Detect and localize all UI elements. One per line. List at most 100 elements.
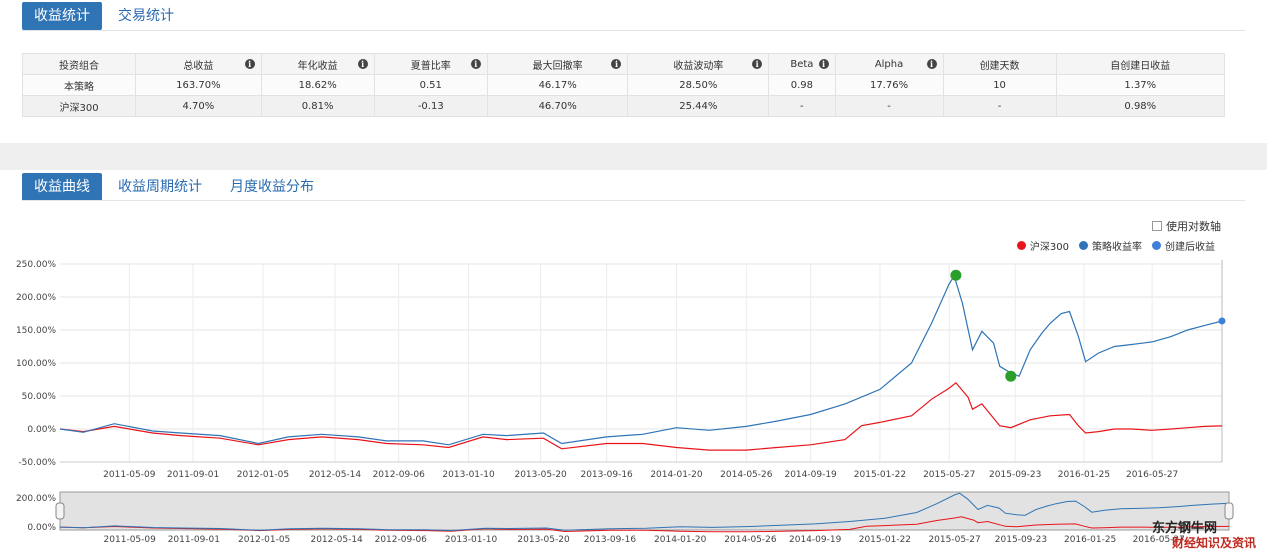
navigator-y-label: 200.00% bbox=[16, 494, 56, 504]
section-separator bbox=[0, 143, 1267, 170]
log-axis-checkbox[interactable] bbox=[1152, 221, 1162, 231]
table-cell: -0.13 bbox=[373, 95, 488, 117]
info-icon[interactable]: i bbox=[611, 59, 622, 69]
table-cell: - bbox=[768, 95, 836, 117]
top-tab-bar: 收益统计 交易统计 bbox=[22, 2, 190, 30]
legend-dot bbox=[1152, 241, 1161, 250]
navigator-x-label: 2013-05-20 bbox=[517, 535, 570, 545]
x-tick-label: 2012-05-14 bbox=[309, 470, 362, 480]
table-cell: 沪深300 bbox=[21, 95, 137, 117]
navigator-x-label: 2011-09-01 bbox=[168, 535, 220, 545]
y-tick-label: 150.00% bbox=[16, 326, 56, 336]
x-tick-label: 2015-05-27 bbox=[923, 470, 975, 480]
header-days: 创建天数 bbox=[942, 53, 1057, 75]
table-cell: 0.51 bbox=[373, 74, 488, 96]
x-tick-label: 2016-05-27 bbox=[1126, 470, 1178, 480]
navigator-y-label: 0.00% bbox=[27, 523, 56, 533]
legend-item-strategy[interactable]: 策略收益率 bbox=[1079, 238, 1142, 253]
stats-table: 投资组合 总收益 i 年化收益 i 夏普比率 i 最大回撤率 i 收益波动率 i Beta… bbox=[21, 53, 1226, 117]
x-tick-label: 2011-09-01 bbox=[167, 470, 219, 480]
chart-marker bbox=[950, 269, 962, 281]
log-axis-label: 使用对数轴 bbox=[1166, 220, 1221, 233]
tab-return-curve[interactable]: 收益曲线 bbox=[22, 173, 102, 201]
y-tick-label: -50.00% bbox=[18, 458, 56, 468]
legend-dot bbox=[1079, 241, 1088, 250]
legend-label: 创建后收益 bbox=[1165, 242, 1215, 253]
chart-marker bbox=[1218, 317, 1226, 325]
navigator-x-label: 2015-01-22 bbox=[859, 535, 911, 545]
navigator-x-label: 2013-09-16 bbox=[584, 535, 637, 545]
table-cell: - bbox=[834, 95, 944, 117]
navigator-x-label: 2015-05-27 bbox=[928, 535, 980, 545]
x-tick-label: 2015-01-22 bbox=[854, 470, 906, 480]
x-tick-label: 2011-05-09 bbox=[103, 470, 156, 480]
header-alpha: Alpha i bbox=[834, 53, 944, 75]
x-tick-label: 2014-09-19 bbox=[784, 470, 837, 480]
table-cell: 46.17% bbox=[486, 74, 629, 96]
table-cell: 17.76% bbox=[834, 74, 944, 96]
table-cell: 4.70% bbox=[135, 95, 262, 117]
info-icon[interactable]: i bbox=[357, 59, 368, 69]
y-tick-label: 100.00% bbox=[16, 359, 56, 369]
header-max-drawdown: 最大回撤率 i bbox=[486, 53, 629, 75]
navigator-x-label: 2012-05-14 bbox=[310, 535, 363, 545]
navigator-handle bbox=[1224, 502, 1234, 520]
x-tick-label: 2012-01-05 bbox=[237, 470, 289, 480]
navigator-x-label: 2016-01-25 bbox=[1064, 535, 1116, 545]
table-cell: 46.70% bbox=[486, 95, 629, 117]
y-tick-label: 250.00% bbox=[16, 260, 56, 270]
series-line-strategy bbox=[59, 274, 1223, 446]
navigator-x-label: 2012-09-06 bbox=[375, 535, 428, 545]
log-axis-toggle[interactable]: 使用对数轴 bbox=[1152, 218, 1221, 234]
tab-period-stats[interactable]: 收益周期统计 bbox=[118, 179, 202, 195]
legend-label: 沪深300 bbox=[1029, 242, 1069, 253]
info-icon[interactable]: i bbox=[926, 59, 937, 69]
stats-header-row: 投资组合 总收益 i 年化收益 i 夏普比率 i 最大回撤率 i 收益波动率 i Beta… bbox=[21, 53, 1226, 75]
table-cell: 0.81% bbox=[260, 95, 375, 117]
info-icon[interactable]: i bbox=[818, 59, 829, 69]
chart-legend: 沪深300 策略收益率 创建后收益 bbox=[1007, 238, 1215, 253]
table-row: 本策略 163.70% 18.62% 0.51 46.17% 28.50% 0.… bbox=[21, 74, 1226, 96]
navigator-series-line bbox=[59, 492, 1230, 532]
navigator-handle bbox=[55, 502, 65, 520]
header-total-return: 总收益 i bbox=[135, 53, 262, 75]
table-cell: 163.70% bbox=[135, 74, 262, 96]
table-cell: 0.98% bbox=[1055, 95, 1226, 117]
legend-item-since-creation[interactable]: 创建后收益 bbox=[1152, 238, 1215, 253]
y-tick-label: 0.00% bbox=[27, 425, 56, 435]
x-tick-label: 2016-01-25 bbox=[1058, 470, 1110, 480]
x-tick-label: 2013-05-20 bbox=[514, 470, 567, 480]
y-tick-label: 50.00% bbox=[22, 392, 57, 402]
navigator-x-label: 2014-05-26 bbox=[724, 535, 777, 545]
info-icon[interactable]: i bbox=[470, 59, 481, 69]
table-cell: 1.37% bbox=[1055, 74, 1226, 96]
x-tick-label: 2014-05-26 bbox=[720, 470, 773, 480]
info-icon[interactable]: i bbox=[244, 59, 255, 69]
tab-divider bbox=[22, 200, 1245, 201]
y-tick-label: 200.00% bbox=[16, 293, 56, 303]
table-cell: - bbox=[942, 95, 1057, 117]
x-tick-label: 2013-01-10 bbox=[442, 470, 495, 480]
legend-label: 策略收益率 bbox=[1092, 242, 1142, 253]
table-cell: 25.44% bbox=[627, 95, 770, 117]
chart-tab-bar: 收益曲线 收益周期统计 月度收益分布 bbox=[22, 173, 330, 201]
x-tick-label: 2013-09-16 bbox=[580, 470, 633, 480]
tab-trade-stats[interactable]: 交易统计 bbox=[118, 8, 174, 24]
header-volatility: 收益波动率 i bbox=[627, 53, 770, 75]
table-cell: 本策略 bbox=[21, 74, 137, 96]
legend-dot bbox=[1016, 241, 1026, 250]
table-cell: 10 bbox=[942, 74, 1057, 96]
header-portfolio: 投资组合 bbox=[21, 53, 137, 75]
navigator-x-label: 2011-05-09 bbox=[104, 535, 157, 545]
tab-monthly-distribution[interactable]: 月度收益分布 bbox=[230, 179, 314, 195]
tab-return-stats[interactable]: 收益统计 bbox=[22, 2, 102, 30]
watermark-line-2: 财经知识及资讯 bbox=[1172, 536, 1257, 550]
table-cell: 0.98 bbox=[768, 74, 836, 96]
table-cell: 18.62% bbox=[260, 74, 375, 96]
legend-item-hs300[interactable]: 沪深300 bbox=[1016, 238, 1069, 253]
header-annual-return: 年化收益 i bbox=[260, 53, 375, 75]
info-icon[interactable]: i bbox=[752, 59, 763, 69]
navigator-x-label: 2012-01-05 bbox=[238, 535, 290, 545]
table-row: 沪深300 4.70% 0.81% -0.13 46.70% 25.44% - … bbox=[21, 95, 1226, 117]
header-sharpe: 夏普比率 i bbox=[373, 53, 488, 75]
